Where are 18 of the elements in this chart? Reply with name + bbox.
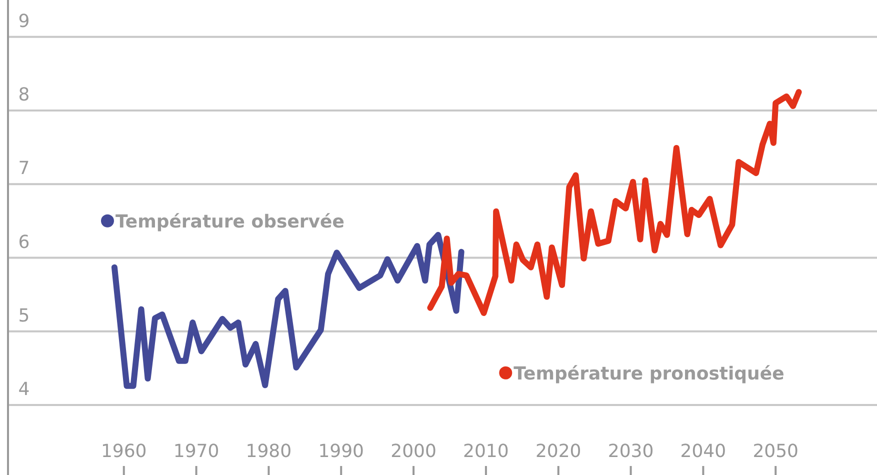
x-tick-label: 1970	[173, 441, 220, 462]
legend-label: Température observée	[115, 211, 344, 232]
x-tick-label: 2050	[752, 441, 799, 462]
y-tick-label: 4	[18, 379, 30, 400]
y-tick-label: 5	[18, 305, 30, 326]
x-tick-label: 2010	[463, 441, 509, 462]
legend-label: Température pronostiquée	[514, 363, 784, 384]
x-tick-label: 2000	[390, 441, 436, 462]
x-tick-label: 1990	[318, 441, 364, 462]
y-tick-label: 6	[18, 232, 30, 253]
x-tick-label: 2030	[608, 441, 654, 462]
x-tick-label: 2040	[680, 441, 726, 462]
y-tick-label: 8	[18, 84, 30, 106]
x-tick-label: 2020	[535, 441, 582, 462]
y-tick-label: 9	[18, 10, 30, 32]
x-tick-label: 1980	[246, 441, 292, 462]
y-tick-label: 7	[18, 158, 30, 180]
x-tick-label: 1960	[100, 441, 147, 462]
